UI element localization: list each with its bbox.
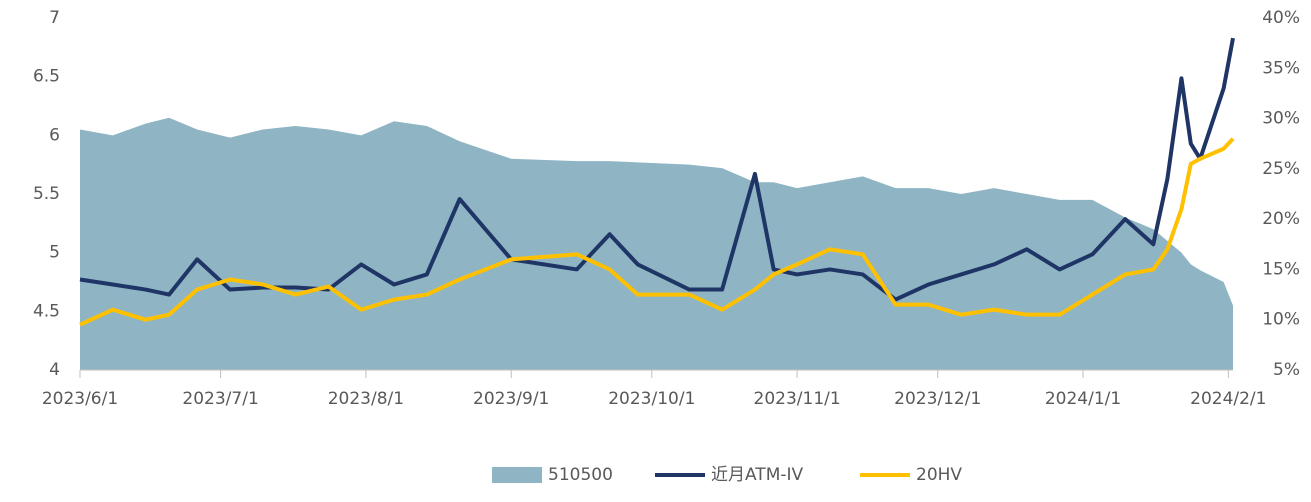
x-tick-label: 2023/10/1 [608,389,695,409]
x-tick-label: 2023/11/1 [754,389,841,409]
y2-tick-label: 20% [1262,209,1300,229]
y2-tick-label: 10% [1262,310,1300,330]
y-tick-label: 5.5 [33,184,60,204]
y-tick-label: 4.5 [33,301,60,321]
x-tick-label: 2023/9/1 [473,389,549,409]
y-tick-label: 7 [49,8,60,28]
y2-tick-label: 25% [1262,159,1300,179]
y2-tick-label: 30% [1262,109,1300,129]
area [80,117,1233,370]
legend-label: 510500 [548,465,613,485]
y2-tick-label: 40% [1262,8,1300,28]
x-tick-label: 2023/8/1 [328,389,404,409]
legend-label: 近月ATM-IV [711,465,804,485]
y-tick-label: 6.5 [33,67,60,87]
y-tick-label: 4 [49,360,60,380]
y2-tick-label: 15% [1262,259,1300,279]
x-tick-label: 2023/6/1 [42,389,118,409]
y-tick-label: 5 [49,243,60,263]
x-tick-label: 2024/2/1 [1190,389,1266,409]
y2-tick-label: 5% [1273,360,1300,380]
x-tick-label: 2023/7/1 [182,389,258,409]
y-tick-label: 6 [49,125,60,145]
legend-label: 20HV [916,465,962,485]
y2-tick-label: 35% [1262,58,1300,78]
x-tick-label: 2023/12/1 [894,389,981,409]
line [79,137,1235,327]
x-tick-label: 2024/1/1 [1045,389,1121,409]
legend-swatch [492,467,542,483]
